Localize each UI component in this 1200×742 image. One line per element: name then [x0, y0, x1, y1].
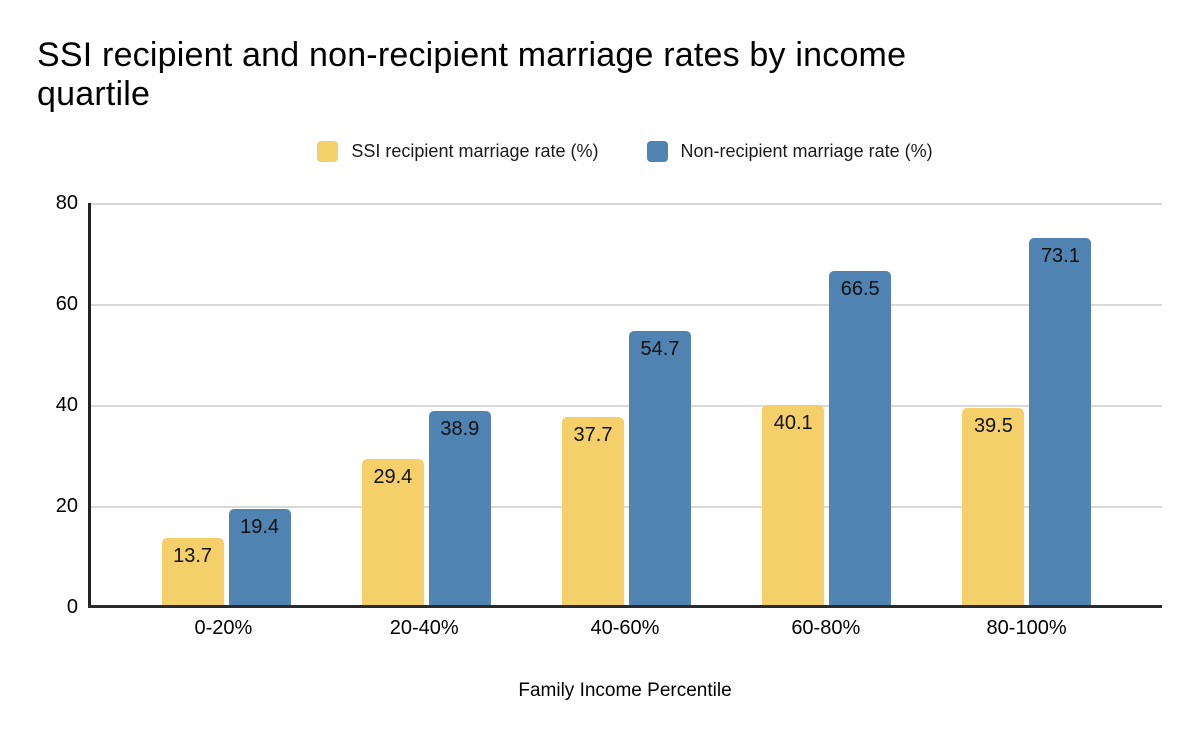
x-tick-label-80-100: 80-100%	[986, 617, 1067, 639]
bar-non-recipient-0-20: 19.4	[228, 509, 291, 607]
bar-non-recipient-80-100: 73.1	[1029, 237, 1092, 607]
bar-group-0-20: 13.7 19.4	[126, 203, 326, 607]
bar-group-60-80: 40.1 66.5	[727, 203, 927, 607]
bar-non-recipient-60-80: 66.5	[829, 271, 892, 607]
bar-value-label: 38.9	[440, 417, 480, 440]
y-tick-label-20: 20	[55, 495, 78, 517]
gridline-60	[91, 304, 1162, 306]
gridline-20	[91, 506, 1162, 508]
bar-ssi-recipient-40-60: 37.7	[562, 416, 624, 607]
x-axis-line	[88, 605, 1162, 608]
bar-value-label: 19.4	[240, 516, 280, 538]
bar-non-recipient-20-40: 38.9	[428, 410, 491, 607]
bar-non-recipient-40-60: 54.7	[629, 330, 691, 607]
gridline-40	[91, 405, 1162, 407]
x-tick-label-40-60: 40-60%	[590, 617, 660, 639]
legend-swatch-non-recipient	[646, 140, 668, 162]
legend-label-non-recipient: Non-recipient marriage rate (%)	[680, 140, 933, 161]
x-tick-labels: 0-20% 20-40% 40-60% 60-80% 80-100%	[88, 617, 1162, 640]
plot-area: 13.7 19.4 29.4 38.9 37.7 54.7	[88, 203, 1162, 608]
bar-value-label: 13.7	[173, 544, 213, 567]
bar-group-80-100: 39.5 73.1	[927, 203, 1127, 607]
y-tick-label-60: 60	[55, 293, 78, 315]
bar-ssi-recipient-60-80: 40.1	[762, 404, 825, 607]
bar-ssi-recipient-20-40: 29.4	[361, 458, 424, 607]
bar-group-20-40: 29.4 38.9	[326, 203, 526, 607]
x-tick-label-60-80: 60-80%	[791, 617, 861, 639]
y-tick-label-80: 80	[55, 192, 78, 214]
bar-value-label: 66.5	[840, 278, 880, 301]
legend-swatch-ssi-recipient	[317, 140, 339, 162]
legend-item-non-recipient: Non-recipient marriage rate (%)	[646, 140, 933, 162]
legend-label-ssi-recipient: SSI recipient marriage rate (%)	[351, 140, 599, 161]
bar-value-label: 73.1	[1040, 244, 1080, 267]
bar-value-label: 40.1	[773, 411, 813, 434]
legend: SSI recipient marriage rate (%) Non-reci…	[88, 137, 1162, 165]
bars-container: 13.7 19.4 29.4 38.9 37.7 54.7	[91, 203, 1162, 607]
legend-item-ssi-recipient: SSI recipient marriage rate (%)	[317, 140, 599, 162]
gridline-80	[91, 203, 1162, 205]
bar-ssi-recipient-80-100: 39.5	[962, 407, 1025, 607]
bar-ssi-recipient-0-20: 13.7	[161, 537, 224, 607]
bar-group-40-60: 37.7 54.7	[526, 203, 726, 607]
bar-value-label: 29.4	[373, 465, 413, 488]
chart-title: SSI recipient and non-recipient marriage…	[37, 36, 907, 113]
x-tick-label-20-40: 20-40%	[389, 617, 459, 639]
bar-value-label: 54.7	[640, 337, 680, 360]
y-tick-label-40: 40	[55, 394, 78, 416]
x-tick-label-0-20: 0-20%	[194, 617, 253, 639]
x-axis-title: Family Income Percentile	[518, 680, 732, 701]
bar-value-label: 37.7	[573, 423, 613, 446]
bar-value-label: 39.5	[973, 414, 1013, 437]
y-tick-label-0: 0	[66, 596, 78, 618]
